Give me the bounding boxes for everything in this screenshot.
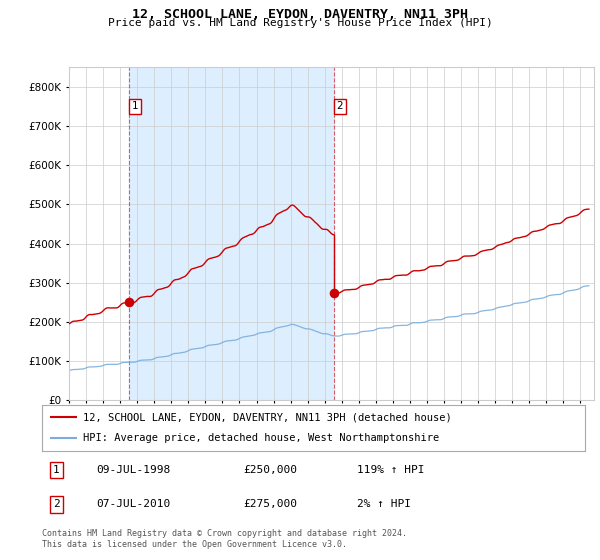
Text: 12, SCHOOL LANE, EYDON, DAVENTRY, NN11 3PH (detached house): 12, SCHOOL LANE, EYDON, DAVENTRY, NN11 3… [83, 412, 451, 422]
Text: £275,000: £275,000 [243, 500, 297, 510]
Text: 2: 2 [336, 101, 343, 111]
Text: 09-JUL-1998: 09-JUL-1998 [97, 465, 170, 475]
Text: £250,000: £250,000 [243, 465, 297, 475]
Text: 2: 2 [53, 500, 59, 510]
Text: HPI: Average price, detached house, West Northamptonshire: HPI: Average price, detached house, West… [83, 433, 439, 444]
Text: 12, SCHOOL LANE, EYDON, DAVENTRY, NN11 3PH: 12, SCHOOL LANE, EYDON, DAVENTRY, NN11 3… [132, 8, 468, 21]
Point [124, 298, 134, 307]
Text: 1: 1 [53, 465, 59, 475]
Text: Price paid vs. HM Land Registry's House Price Index (HPI): Price paid vs. HM Land Registry's House … [107, 18, 493, 29]
Text: 07-JUL-2010: 07-JUL-2010 [97, 500, 170, 510]
Point [329, 288, 338, 297]
Text: 1: 1 [132, 101, 139, 111]
Text: 119% ↑ HPI: 119% ↑ HPI [357, 465, 424, 475]
Text: Contains HM Land Registry data © Crown copyright and database right 2024.
This d: Contains HM Land Registry data © Crown c… [42, 529, 407, 549]
Text: 2% ↑ HPI: 2% ↑ HPI [357, 500, 411, 510]
Bar [129, 67, 334, 400]
